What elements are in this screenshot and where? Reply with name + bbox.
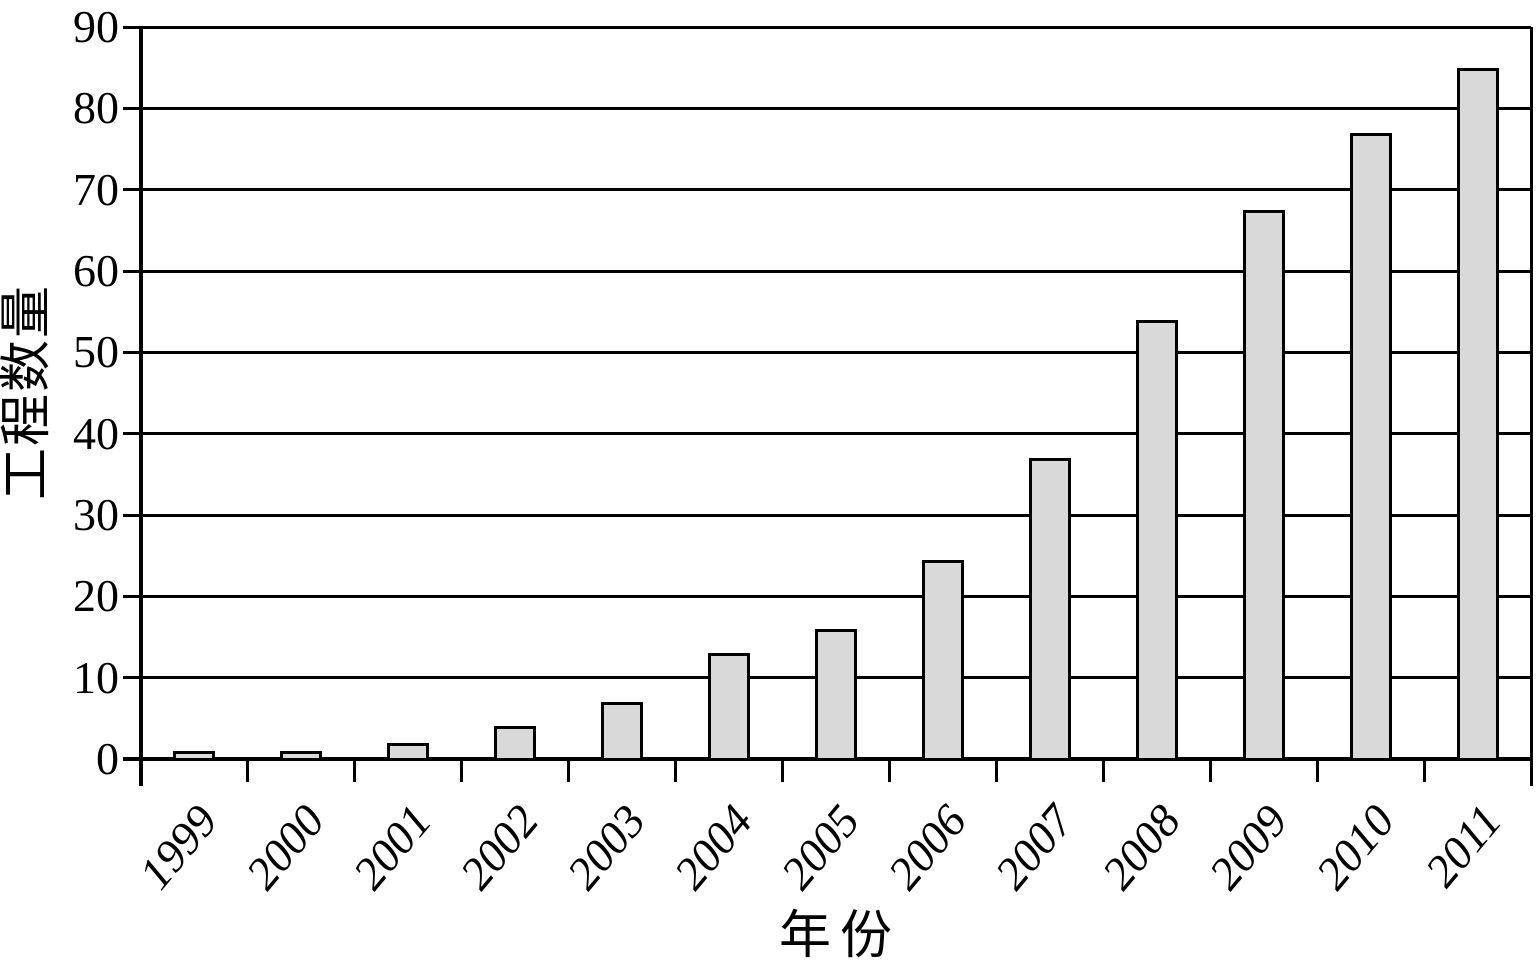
x-tick — [246, 759, 249, 782]
y-tick-label: 20 — [73, 570, 119, 621]
y-tick-label: 70 — [73, 164, 119, 215]
gridline — [123, 351, 1531, 354]
bar — [1243, 210, 1285, 761]
bar — [1457, 68, 1499, 761]
x-axis-title: 年份 — [778, 908, 902, 965]
y-tick-label: 10 — [73, 652, 119, 703]
bar — [1136, 320, 1178, 761]
x-tick — [674, 759, 677, 782]
bar — [708, 653, 750, 761]
y-axis-title: 工程数量 — [0, 283, 56, 501]
bar — [1350, 133, 1392, 761]
gridline — [123, 432, 1531, 435]
x-tick — [1209, 759, 1212, 782]
y-tick-label: 90 — [73, 1, 119, 52]
gridline — [123, 26, 1531, 29]
y-tick-label: 40 — [73, 408, 119, 459]
x-tick — [1316, 759, 1319, 782]
x-tick — [1423, 759, 1426, 782]
plot-right-border — [1530, 27, 1533, 786]
bar — [601, 702, 643, 761]
gridline — [123, 514, 1531, 517]
gridline — [123, 270, 1531, 273]
x-tick — [140, 759, 143, 782]
x-tick — [888, 759, 891, 782]
bar — [387, 743, 429, 761]
x-tick — [353, 759, 356, 782]
y-tick-label: 50 — [73, 326, 119, 377]
y-tick-label: 0 — [96, 733, 119, 784]
x-tick — [781, 759, 784, 782]
bar — [922, 560, 964, 761]
x-tick — [567, 759, 570, 782]
x-tick — [460, 759, 463, 782]
bar — [1029, 458, 1071, 761]
y-axis-line — [139, 27, 143, 786]
x-tick — [995, 759, 998, 782]
y-tick-label: 60 — [73, 245, 119, 296]
bar — [494, 726, 536, 761]
x-tick — [1530, 759, 1533, 782]
gridline — [123, 595, 1531, 598]
gridline — [123, 188, 1531, 191]
gridline — [123, 107, 1531, 110]
bar — [815, 629, 857, 761]
x-tick — [1102, 759, 1105, 782]
y-tick-label: 30 — [73, 489, 119, 540]
y-tick-label: 80 — [73, 82, 119, 133]
bar — [173, 751, 215, 761]
bar — [280, 751, 322, 761]
